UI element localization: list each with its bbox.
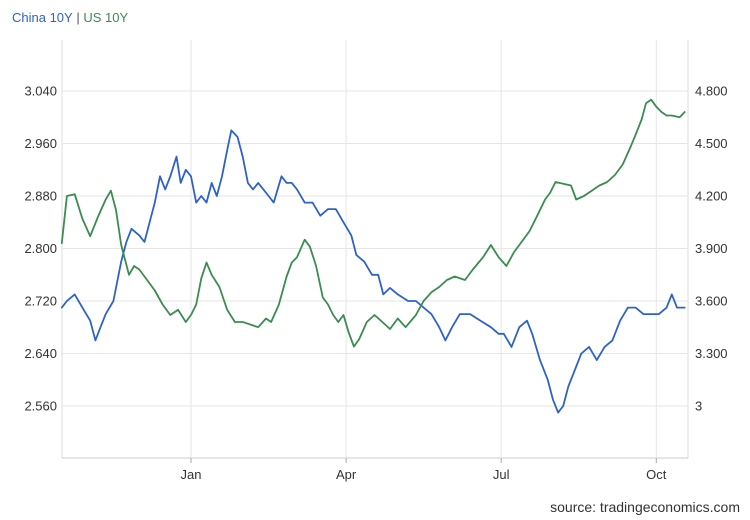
left-y-tick-label: 2.560 <box>24 399 57 414</box>
right-y-tick-label: 4.200 <box>695 189 728 204</box>
left-y-tick-label: 2.960 <box>24 136 57 151</box>
right-y-tick-label: 3.300 <box>695 346 728 361</box>
x-tick-label: Jan <box>181 467 202 482</box>
left-y-tick-label: 2.880 <box>24 189 57 204</box>
legend-separator: | <box>72 10 84 25</box>
legend-us-10y[interactable]: US 10Y <box>83 10 129 25</box>
right-y-tick-label: 3.600 <box>695 294 728 309</box>
source-credit[interactable]: source: tradingeconomics.com <box>550 499 740 515</box>
left-y-tick-label: 2.720 <box>24 294 57 309</box>
series-line-china-10y <box>60 129 686 414</box>
series-lines <box>60 98 686 414</box>
series-line-us-10y <box>60 98 686 348</box>
x-tick-label: Jul <box>493 467 510 482</box>
left-y-tick-label: 2.800 <box>24 241 57 256</box>
left-y-axis: 3.040 2.960 2.880 2.800 2.720 2.640 2.560 <box>24 84 57 414</box>
right-y-tick-label: 3.900 <box>695 241 728 256</box>
right-y-axis: 4.800 4.500 4.200 3.900 3.600 3.300 3 <box>695 84 728 414</box>
chart-legend: China 10Y | US 10Y <box>12 10 128 26</box>
left-y-tick-label: 3.040 <box>24 84 57 99</box>
x-axis: Jan Apr Jul Oct <box>181 458 667 482</box>
right-y-tick-label: 4.500 <box>695 136 728 151</box>
x-tick-label: Oct <box>646 467 667 482</box>
legend-china-10y[interactable]: China 10Y <box>12 10 73 25</box>
right-y-tick-label: 3 <box>695 399 702 414</box>
right-y-tick-label: 4.800 <box>695 84 728 99</box>
left-y-tick-label: 2.640 <box>24 346 57 361</box>
x-tick-label: Apr <box>336 467 357 482</box>
chart-grid <box>61 40 689 459</box>
